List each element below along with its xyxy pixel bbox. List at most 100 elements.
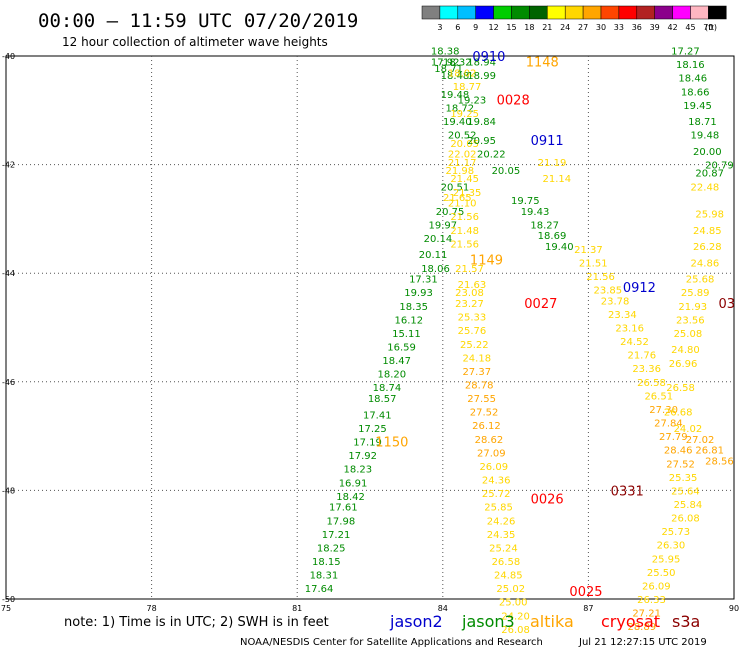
gridlines <box>6 56 734 599</box>
colorbar-unit: (ft) <box>705 23 717 32</box>
wave-height-value-jason2: 20.05 <box>492 166 521 177</box>
wave-height-value-jason2: 17.27 <box>671 47 700 58</box>
pass-time-label: 1149 <box>470 254 503 269</box>
wave-height-value-jason2: 20.95 <box>467 136 496 147</box>
colorbar-swatch <box>582 5 602 20</box>
wave-height-value-altika: 23.85 <box>593 285 622 296</box>
wave-height-value-jason3: 17.98 <box>327 516 356 527</box>
wave-height-value-jason2: 18.94 <box>467 57 496 68</box>
wave-height-value-altika: 24.35 <box>487 530 516 541</box>
wave-height-value-altika: 28.46 <box>664 446 693 457</box>
wave-height-value-altika: 21.51 <box>579 258 608 269</box>
pass-time-label: 0912 <box>623 281 656 296</box>
x-tick-label: 78 <box>147 604 157 613</box>
pass-time-label: 0027 <box>524 297 557 312</box>
y-tick-label: -44 <box>2 269 15 278</box>
wave-height-value-altika: 25.68 <box>686 275 715 286</box>
wave-height-value-jason2: 18.66 <box>681 87 710 98</box>
colorbar-swatch <box>636 5 655 20</box>
wave-height-value-jason3: 17.19 <box>353 438 382 449</box>
wave-height-value-altika: 26.09 <box>642 581 671 592</box>
wave-height-value-altika: 21.98 <box>445 166 474 177</box>
wave-height-value-jason3: 20.75 <box>436 207 465 218</box>
wave-height-value-altika: 28.62 <box>475 435 504 446</box>
wave-height-value-jason3: 19.40 <box>443 117 472 128</box>
legend-entry-jason2: jason2 <box>389 612 443 631</box>
wave-height-value-altika: 26.28 <box>693 242 722 253</box>
wave-height-value-altika: 27.52 <box>666 459 695 470</box>
colorbar-swatch <box>475 5 494 20</box>
wave-height-value-jason2: 19.84 <box>467 117 496 128</box>
wave-height-value-altika: 27.55 <box>467 394 496 405</box>
pass-time-label: 1148 <box>526 55 559 70</box>
wave-height-value-altika: 21.56 <box>450 239 479 250</box>
wave-height-value-altika: 21.56 <box>450 212 479 223</box>
wave-height-value-altika: 24.85 <box>494 571 523 582</box>
colorbar-legend: 3 6 9 12 15 18 21 24 27 30 33 36 39 42 45 70 <box>421 5 727 32</box>
wave-height-value-jason3: 20.14 <box>424 234 453 245</box>
wave-height-value-altika: 24.26 <box>487 516 516 527</box>
pass-time-label: 1150 <box>375 436 408 451</box>
axis-tick-labels: 75 78 81 84 87 90 -40 -42 -44 -46 -48 -50 <box>1 52 739 613</box>
wave-height-value-jason3: 18.72 <box>445 104 474 115</box>
wave-height-value-altika: 23.16 <box>615 324 644 335</box>
wave-height-value-altika: 23.36 <box>632 364 661 375</box>
wave-height-value-altika: 21.65 <box>443 193 472 204</box>
wave-height-value-jason3: 18.35 <box>399 302 428 313</box>
wave-height-value-altika: 26.81 <box>695 446 724 457</box>
wave-height-value-altika: 27.30 <box>649 405 678 416</box>
legend-entry-s3a: s3a <box>672 612 700 631</box>
wave-height-value-altika: 25.08 <box>674 329 703 340</box>
wave-height-value-altika: 23.27 <box>455 299 484 310</box>
colorbar-swatch <box>511 5 530 20</box>
wave-height-value-altika: 23.56 <box>676 315 705 326</box>
colorbar-level-label: 21 <box>542 23 552 32</box>
wave-height-value-altika: 21.35 <box>453 188 482 199</box>
wave-height-value-jason3: 18.06 <box>421 264 450 275</box>
wave-height-value-altika: 27.52 <box>470 408 499 419</box>
plot-frame <box>5 55 735 600</box>
wave-height-value-jason3: 17.41 <box>363 410 392 421</box>
pass-time-label: 0331 <box>611 484 644 499</box>
wave-height-value-altika: 26.51 <box>644 391 673 402</box>
wave-height-value-altika: 26.58 <box>666 383 695 394</box>
wave-height-value-altika: 21.57 <box>455 264 484 275</box>
wave-height-value-altika: 24.85 <box>693 226 722 237</box>
wave-height-value-altika: 21.14 <box>543 174 572 185</box>
legend-entry-jason3: jason3 <box>461 612 515 631</box>
wave-height-value-jason3: 17.64 <box>305 584 334 595</box>
wave-height-value-altika: 25.50 <box>647 568 676 579</box>
wave-height-value-altika: 26.96 <box>669 359 698 370</box>
wave-height-value-altika: 23.34 <box>608 310 637 321</box>
wave-height-value-altika: 21.19 <box>538 158 567 169</box>
wave-height-value-altika: 19.25 <box>450 109 479 120</box>
wave-height-value-altika: 24.02 <box>674 424 703 435</box>
wave-height-value-altika: 25.24 <box>489 543 518 554</box>
wave-height-value-jason3: 18.15 <box>312 557 341 568</box>
wave-height-value-altika: 26.58 <box>492 557 521 568</box>
wave-height-value-altika: 24.36 <box>482 476 511 487</box>
wave-height-value-jason3: 15.11 <box>392 329 421 340</box>
wave-height-value-altika: 25.73 <box>661 527 690 538</box>
wave-height-value-jason2: 18.69 <box>538 231 567 242</box>
wave-height-value-altika: 28.56 <box>705 457 734 468</box>
y-tick-label: -50 <box>2 595 15 604</box>
colorbar-level-label: 6 <box>455 23 460 32</box>
wave-height-value-jason3: 18.74 <box>373 383 402 394</box>
colorbar-swatch <box>708 5 727 20</box>
wave-height-value-jason3: 19.48 <box>441 90 470 101</box>
wave-height-value-jason3: 18.71 <box>434 64 463 75</box>
wave-height-value-altika: 28.89 <box>627 622 656 633</box>
wave-height-value-altika: 24.80 <box>671 345 700 356</box>
x-tick-label: 90 <box>729 604 739 613</box>
colorbar-level-label: 45 <box>685 23 695 32</box>
wave-height-value-jason2: 19.48 <box>691 131 720 142</box>
wave-height-value-jason3: 17.21 <box>322 530 351 541</box>
wave-height-value-altika: 21.37 <box>574 245 603 256</box>
colorbar-level-label: 3 <box>437 23 442 32</box>
wave-height-value-altika: 22.48 <box>691 182 720 193</box>
colorbar-swatch <box>654 5 673 20</box>
pass-time-label: 0028 <box>497 93 530 108</box>
wave-height-value-altika: 21.17 <box>448 158 477 169</box>
wave-height-value-jason3: 18.31 <box>310 571 339 582</box>
